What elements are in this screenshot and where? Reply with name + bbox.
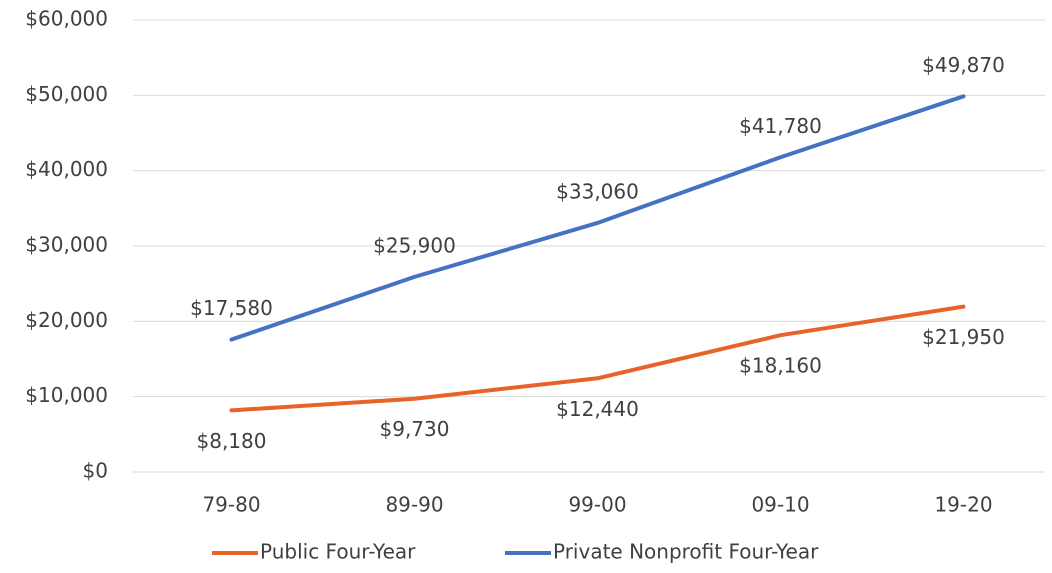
data-label: $21,950: [922, 325, 1005, 349]
data-label: $49,870: [922, 53, 1005, 77]
data-label: $9,730: [380, 417, 450, 441]
data-label: $18,160: [739, 354, 822, 378]
x-tick-label: 09-10: [751, 493, 809, 517]
series-line: [229, 94, 966, 342]
series-line: [229, 304, 966, 413]
legend-label: Public Four-Year: [260, 540, 416, 564]
y-tick-label: $40,000: [25, 157, 108, 181]
y-tick-label: $30,000: [25, 233, 108, 257]
y-tick-label: $10,000: [25, 383, 108, 407]
data-label: $12,440: [556, 397, 639, 421]
y-tick-label: $60,000: [25, 7, 108, 31]
legend-label: Private Nonprofit Four-Year: [553, 540, 819, 564]
data-label: $41,780: [739, 114, 822, 138]
data-label: $25,900: [373, 233, 456, 257]
y-tick-label: $0: [83, 459, 108, 483]
data-label: $33,060: [556, 179, 639, 203]
x-tick-label: 19-20: [934, 493, 992, 517]
data-label: $17,580: [190, 296, 273, 320]
y-tick-label: $20,000: [25, 308, 108, 332]
x-tick-label: 99-00: [568, 493, 626, 517]
y-tick-label: $50,000: [25, 82, 108, 106]
data-label: $8,180: [197, 429, 267, 453]
x-tick-label: 89-90: [385, 493, 443, 517]
x-tick-label: 79-80: [202, 493, 260, 517]
